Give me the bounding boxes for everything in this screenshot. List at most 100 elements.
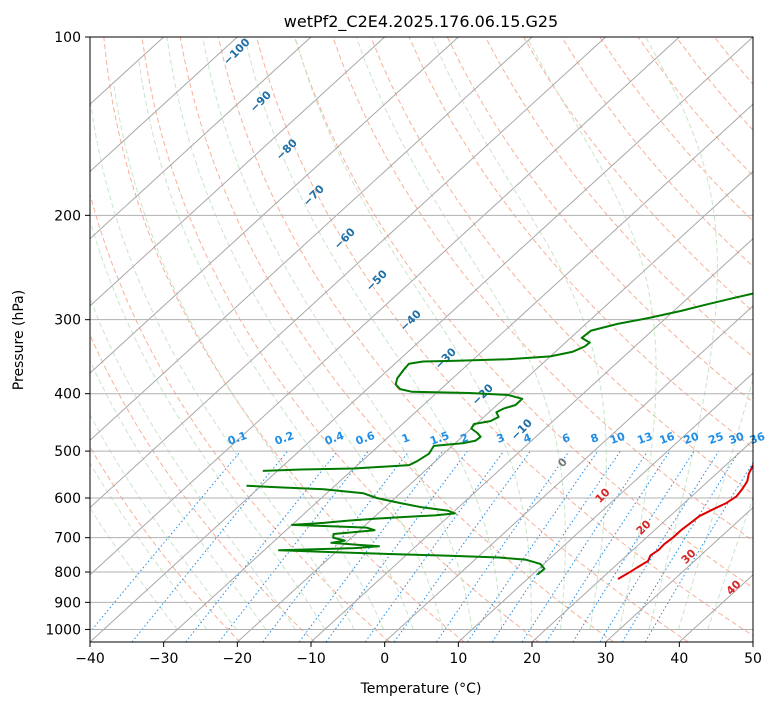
mixing-ratio-line <box>521 450 649 642</box>
mixing-ratio-line <box>545 450 671 642</box>
moist-adiabat <box>244 37 503 630</box>
moist-adiabat <box>355 37 566 630</box>
mixing-ratio-line <box>262 450 410 642</box>
isotherm-line <box>90 37 312 240</box>
y-tick-label: 100 <box>54 30 81 46</box>
mixing-ratio-line <box>90 450 242 633</box>
isotherm-line <box>90 37 386 307</box>
isotherm-line <box>90 37 238 173</box>
x-axis-label: Temperature (°C) <box>360 681 482 697</box>
isotherm-line <box>605 506 753 642</box>
mixing-ratio-label: 30 <box>727 430 746 448</box>
isotherm-line <box>90 37 607 509</box>
moist-adiabat <box>526 37 657 630</box>
x-tick-label: 0 <box>380 651 389 667</box>
dry-adiabat <box>103 37 465 642</box>
moist-adiabat <box>166 37 444 630</box>
mixing-ratio-label: 1 <box>400 431 412 446</box>
x-tick-label: 10 <box>449 651 467 667</box>
isotherm-line <box>384 305 753 642</box>
mixing-ratio-label: 25 <box>707 430 726 447</box>
dry-adiabat <box>523 37 753 313</box>
mixing-ratio-label: 4 <box>521 431 533 446</box>
mixing-ratio-label: 0.4 <box>323 429 346 448</box>
mixing-ratio-label: 16 <box>658 430 677 448</box>
dry-adiabat <box>141 37 540 642</box>
dry-adiabat <box>90 333 316 642</box>
isotherm-line <box>457 372 753 642</box>
series-layer <box>246 292 753 580</box>
y-tick-label: 1000 <box>45 622 81 638</box>
moist-adiabat <box>90 359 267 630</box>
isotherm-line <box>90 37 680 576</box>
y-tick-label: 700 <box>54 531 81 547</box>
moist-adiabat <box>294 37 532 630</box>
mixing-ratio-line <box>325 450 468 642</box>
isotherm-line <box>163 103 753 642</box>
mixing-ratio-label: 0.2 <box>273 429 296 448</box>
x-tick-label: −30 <box>149 651 179 667</box>
mixing-ratio-line <box>572 450 695 642</box>
mixing-ratio-line <box>185 450 338 642</box>
dewpoint-lower-line <box>246 484 546 576</box>
x-tick-label: −20 <box>223 651 253 667</box>
x-axis: −40 −30 −20 −10 0 10 20 30 40 50 <box>75 642 762 667</box>
x-tick-label: 20 <box>523 651 541 667</box>
dewpoint-line <box>262 292 753 472</box>
mixing-ratio-label: 8 <box>589 431 601 446</box>
moist-adiabat <box>90 413 237 630</box>
x-tick-label: 40 <box>670 651 688 667</box>
x-tick-label: −10 <box>296 651 326 667</box>
x-tick-label: −40 <box>75 651 105 667</box>
dry-adiabat <box>90 445 241 642</box>
moist-adiabat <box>431 37 607 630</box>
mixing-ratio-line <box>131 450 288 642</box>
isotherm-line <box>310 237 753 642</box>
y-tick-label: 300 <box>54 313 81 329</box>
mixing-ratio-line <box>364 450 505 642</box>
isotherm-line <box>531 439 753 642</box>
chart-title: wetPf2_C2E4.2025.176.06.15.G25 <box>284 12 558 32</box>
isotherm-line <box>236 170 753 642</box>
mixing-ratio-label: 6 <box>560 431 572 446</box>
dry-adiabat <box>294 37 753 589</box>
mixing-ratio-label: 3 <box>495 431 507 446</box>
y-axis: 100 200 300 400 500 600 700 800 900 1000 <box>45 30 90 638</box>
dry-adiabat <box>217 37 689 642</box>
moist-adiabat <box>90 104 355 630</box>
isotherm-line <box>90 37 753 642</box>
mixing-ratio-line <box>621 450 740 642</box>
mixing-ratio-line <box>298 450 444 642</box>
isotherm-line <box>90 37 533 442</box>
plot-frame <box>89 36 754 643</box>
x-tick-label: 30 <box>597 651 615 667</box>
mixing-ratio-line <box>435 450 570 642</box>
isotherm-line <box>90 37 459 374</box>
y-tick-label: 600 <box>54 491 81 507</box>
moist-adiabat <box>707 496 753 630</box>
mixing-ratio-label: 0.6 <box>354 429 377 448</box>
y-tick-label: 900 <box>54 595 81 611</box>
mixing-ratio-line <box>491 450 621 642</box>
moist-adiabat <box>645 37 718 630</box>
mixing-ratio-label: 10 <box>608 430 627 448</box>
moist-adiabat <box>90 218 326 630</box>
moist-adiabat <box>677 377 753 630</box>
mixing-ratio-line <box>467 450 599 642</box>
y-tick-label: 400 <box>54 387 81 403</box>
mixing-ratio-label: 13 <box>635 430 654 447</box>
y-tick-label: 500 <box>54 444 81 460</box>
temperature-line <box>617 463 753 580</box>
y-axis-label: Pressure (hPa) <box>11 290 27 390</box>
y-tick-label: 200 <box>54 208 81 224</box>
mixing-ratio-label: 0.1 <box>226 429 249 448</box>
dry-adiabat <box>446 37 753 403</box>
background-lines <box>90 37 753 642</box>
y-tick-label: 800 <box>54 565 81 581</box>
dry-adiabat <box>179 37 614 642</box>
mixing-ratio-label: 1.5 <box>428 429 451 448</box>
x-tick-label: 50 <box>744 651 762 667</box>
moist-adiabat <box>138 61 414 630</box>
